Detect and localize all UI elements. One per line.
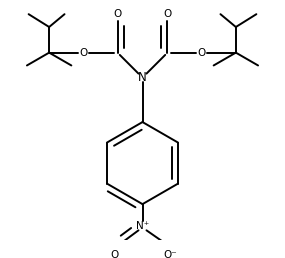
Text: N: N	[138, 71, 147, 84]
Text: O: O	[163, 9, 172, 19]
Text: O: O	[198, 48, 206, 58]
Text: O⁻: O⁻	[164, 250, 177, 258]
Text: O: O	[79, 48, 87, 58]
Text: N⁺: N⁺	[136, 221, 149, 231]
Text: O: O	[111, 250, 119, 258]
Text: O: O	[113, 9, 122, 19]
